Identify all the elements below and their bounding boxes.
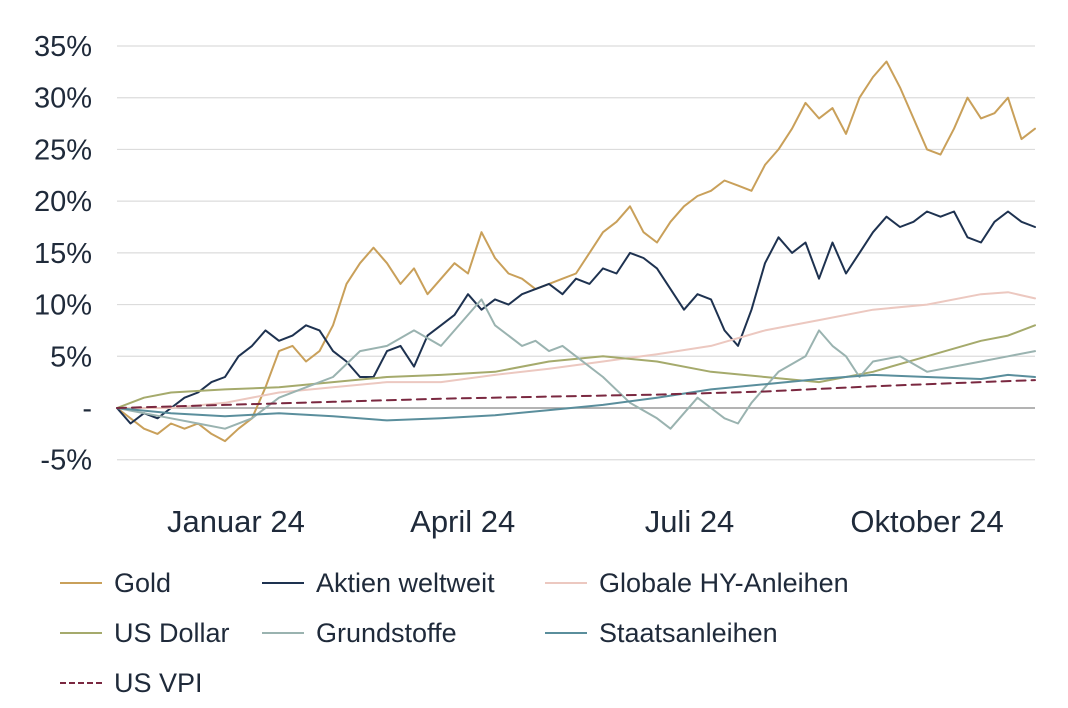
legend-item-gold: Gold [60,560,171,606]
legend-swatch [262,582,304,584]
series-line-gold [116,60,1036,443]
legend-label: Grundstoffe [316,617,457,648]
legend-item-globale-hy-anleihen: Globale HY-Anleihen [545,560,849,606]
x-axis-ticks: Januar 24 April 24 Juli 24 Oktober 24 [167,504,1004,539]
y-tick-label: 15% [34,238,92,270]
legend-item-grundstoffe: Grundstoffe [262,610,457,656]
x-tick-label: April 24 [410,504,515,539]
series-line-us-vpi [116,379,1036,409]
y-tick-label: 35% [34,31,92,63]
series-line-staatsanleihen [116,373,1036,422]
x-tick-label: Juli 24 [645,504,735,539]
legend-item-aktien-weltweit: Aktien weltweit [262,560,495,606]
legend-swatch [262,632,304,634]
series-line-aktien-weltweit [116,210,1036,425]
y-tick-label: 10% [34,290,92,322]
legend-swatch [545,582,587,584]
legend-label: Globale HY-Anleihen [599,567,849,598]
legend-swatch [60,682,102,684]
legend-item-us-dollar: US Dollar [60,610,230,656]
legend-swatch [545,632,587,634]
legend-label: Staatsanleihen [599,617,778,648]
series-line-globale-hy-anleihen [116,291,1036,409]
y-axis-ticks: 35% 30% 25% 20% 15% 10% 5% - -5% [34,31,92,477]
legend-label: US VPI [114,667,203,698]
y-tick-label: 30% [34,83,92,115]
legend-item-staatsanleihen: Staatsanleihen [545,610,778,656]
y-tick-label: -5% [40,445,92,477]
x-tick-label: Oktober 24 [850,504,1003,539]
legend-item-us-vpi: US VPI [60,660,203,706]
legend-swatch [60,582,102,584]
y-tick-label: 20% [34,186,92,218]
legend-label: Gold [114,567,172,598]
legend-swatch [60,632,102,634]
gridlines [117,45,1035,461]
series-line-grundstoffe [116,298,1036,430]
series-lines [116,60,1036,443]
series-line-us-dollar [116,324,1036,409]
x-tick-label: Januar 24 [167,504,305,539]
y-tick-label: - [82,393,92,425]
y-tick-label: 5% [50,341,92,373]
legend-label: Aktien weltweit [316,567,495,598]
y-tick-label: 25% [34,134,92,166]
line-chart: 35% 30% 25% 20% 15% 10% 5% - -5% Januar 24 April … [34,31,1036,539]
legend-label: US Dollar [114,617,230,648]
